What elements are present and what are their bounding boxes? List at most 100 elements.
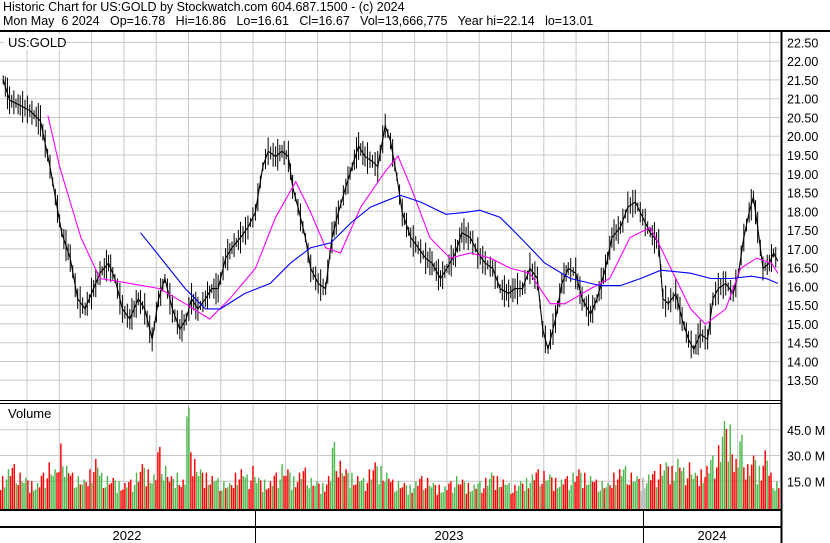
volume-bar [421,476,423,510]
volume-bar [587,484,590,510]
volume-bar [205,472,208,510]
volume-bar [669,484,671,510]
chart-header: Historic Chart for US:GOLD by Stockwatch… [3,0,593,28]
volume-bar [335,471,338,510]
volume-bar [228,482,231,510]
volume-bar [440,492,442,510]
volume-bar [357,476,359,510]
volume-bar [776,481,778,510]
volume-bar [745,479,747,510]
volume-bar [325,484,328,510]
volume-bar [108,484,111,510]
price-tick-label: 22.50 [787,36,818,50]
volume-bar [230,485,233,510]
volume-bar [607,482,609,510]
volume-bar [651,474,654,510]
volume-bar [533,480,536,510]
volume-bar [124,482,126,510]
volume-bar [650,480,652,510]
price-tick-label: 16.50 [787,262,818,276]
volume-bar [139,471,142,510]
volume-bar [459,484,462,510]
volume-bar [283,475,285,510]
volume-bar [754,460,757,510]
volume-bar [23,483,25,510]
volume-bar [407,494,409,510]
volume-bar [413,488,415,510]
volume-bar [488,478,491,510]
volume-bar [271,485,274,510]
volume-bar [159,446,161,510]
volume-bar [388,478,390,510]
volume-bar [203,488,206,510]
price-tick-label: 17.00 [787,243,818,257]
volume-bar [677,458,679,510]
volume-bar [207,485,210,510]
volume-bar [430,487,433,510]
volume-bar [735,458,737,510]
volume-bar [748,475,751,510]
volume-bar [778,488,780,510]
volume-bar [684,485,687,510]
volume-bar [199,469,202,510]
volume-bar [457,484,460,510]
volume-bar [116,492,118,510]
volume-bar [494,490,497,510]
volume-bar [42,472,45,510]
volume-bar [452,492,454,510]
volume-bar [248,489,250,510]
volume-bar [708,473,710,510]
volume-bar [67,473,70,510]
year-label-2022: 2022 [113,528,142,543]
volume-bar [296,481,299,510]
volume-bar [324,491,326,510]
volume-bar [106,476,109,510]
volume-bar [417,485,419,510]
volume-bar [143,467,146,510]
volume-bar [60,443,62,510]
volume-bar [518,485,520,510]
volume-bar [81,484,83,510]
volume-bar [442,491,444,510]
volume-bar [710,460,712,510]
volume-bar [731,454,733,510]
volume-bar [679,467,681,510]
volume-bar [644,488,646,510]
volume-bar [618,469,621,510]
price-tick-label: 21.50 [787,74,818,88]
volume-bar [351,472,353,510]
volume-bar [15,483,17,510]
volume-bar [686,478,689,510]
price-tick-label: 14.50 [787,337,818,351]
volume-bar [714,478,716,510]
volume-bar [5,479,8,510]
volume-bar [401,487,404,510]
volume-bar [624,465,627,510]
volume-bar [7,469,10,510]
volume-bar [153,474,155,510]
volume-bar [397,481,400,510]
volume-bar [358,481,361,510]
volume-bar [673,480,675,510]
volume-bar [525,477,528,510]
volume-bar [347,472,349,510]
volume-bar [584,472,586,510]
volume-bar [277,488,279,510]
volume-bar [104,487,107,510]
volume-bar [549,474,551,510]
volume-bar [263,479,266,510]
volume-bar [580,472,582,510]
volume-bar [34,489,37,510]
volume-bar [465,493,468,510]
volume-bar [287,469,289,510]
volume-bar [75,487,78,510]
volume-bar [221,490,223,510]
volume-bar [217,477,219,510]
volume-bar [77,476,80,510]
volume-bar [131,491,134,510]
price-tick-label: 19.50 [787,149,818,163]
volume-bar [617,479,619,510]
volume-bar [219,490,221,510]
volume-bar [79,484,81,510]
volume-bar [337,477,340,510]
